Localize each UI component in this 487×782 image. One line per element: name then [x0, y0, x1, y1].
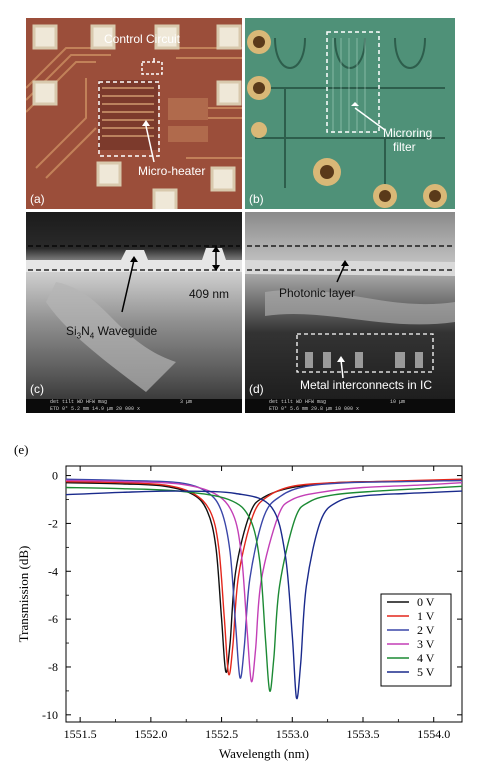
legend-entry: 3 V: [417, 637, 435, 651]
control-circuit-label: Control Circuit: [104, 32, 181, 46]
legend-entry: 0 V: [417, 595, 435, 609]
series-line: [65, 479, 463, 683]
series-line: [65, 485, 463, 692]
y-tick-label: -2: [48, 516, 58, 530]
scale-bar-label: 10 μm: [389, 399, 405, 405]
panel-e-label: (e): [14, 442, 28, 457]
sem-info-bar-d: det tilt WD HFW mag ETD 0° 5.6 mm 29.8 μ…: [245, 399, 455, 413]
y-tick-label: -4: [48, 564, 58, 578]
legend-entry: 5 V: [417, 665, 435, 679]
x-axis-label: Wavelength (nm): [219, 746, 309, 761]
series-line: [65, 490, 463, 700]
transmission-chart-svg: 1551.5 1552.0 1552.5 1553.0 1553.5 1554.0 0 -2 -…: [14, 442, 463, 761]
microring-photo-graphic: [245, 18, 455, 209]
plot-frame: [65, 465, 463, 723]
x-tick-label: 1553.5: [347, 727, 380, 741]
legend-entry: 1 V: [417, 609, 435, 623]
chip-photo-graphic: [26, 18, 242, 209]
y-axis-label: Transmission (dB): [16, 546, 31, 643]
thickness-label: 409 nm: [189, 287, 230, 301]
panel-b-microring-photo: Microring filter (b): [245, 18, 455, 209]
sem-info-bar-c: det tilt WD HFW mag ETD 0° 5.2 mm 14.9 μ…: [26, 399, 242, 413]
panel-a-micro-heater-photo: Control Circuit Micro-heater (a): [26, 18, 242, 209]
x-tick-label: 1554.0: [417, 727, 450, 741]
panel-d-label: (d): [249, 382, 264, 396]
micro-heater-label: Micro-heater: [138, 164, 206, 178]
sem-cross-section-graphic: [245, 212, 455, 413]
series-line: [65, 478, 463, 676]
waveguide-label: Si3N4 Waveguide: [66, 324, 158, 341]
sem-waveguide-graphic: [26, 212, 242, 413]
microring-filter-label-1: Microring: [383, 126, 433, 140]
x-tick-label: 1551.5: [64, 727, 97, 741]
x-tick-label: 1552.5: [205, 727, 238, 741]
microring-filter-label-2: filter: [393, 140, 416, 154]
y-tick-label: 0: [52, 469, 58, 483]
panel-e-transmission-chart: 1551.5 1552.0 1552.5 1553.0 1553.5 1554.0 0 -2 -…: [0, 432, 487, 782]
sem-info-line-1: det tilt WD HFW mag: [269, 399, 327, 405]
photonic-layer-label: Photonic layer: [279, 286, 356, 300]
panel-a-label: (a): [30, 192, 45, 206]
sem-info-line-2: ETD 0° 5.2 mm 14.9 μm 20 000 x: [50, 406, 141, 412]
sem-info-line-1: det tilt WD HFW mag: [50, 399, 108, 405]
x-tick-label: 1553.0: [276, 727, 309, 741]
panel-b-label: (b): [249, 192, 264, 206]
legend-entry: 2 V: [417, 623, 435, 637]
metal-interconnects-label: Metal interconnects in IC: [300, 378, 433, 392]
panel-c-sem-waveguide: 409 nm Si3N4 Waveguide (c) det tilt WD H…: [26, 212, 242, 413]
panel-c-label: (c): [30, 382, 44, 396]
x-tick-label: 1552.0: [134, 727, 167, 741]
legend-entry: 4 V: [417, 651, 435, 665]
scale-bar-label: 3 μm: [179, 399, 192, 405]
y-tick-label: -8: [48, 660, 58, 674]
legend-box: [380, 593, 452, 687]
y-tick-label: -6: [48, 612, 58, 626]
sem-info-line-2: ETD 0° 5.6 mm 29.8 μm 10 000 x: [269, 406, 360, 412]
panel-d-sem-cross-section: Photonic layer Metal interconnects in IC…: [245, 212, 455, 413]
y-tick-label: -10: [42, 708, 58, 722]
